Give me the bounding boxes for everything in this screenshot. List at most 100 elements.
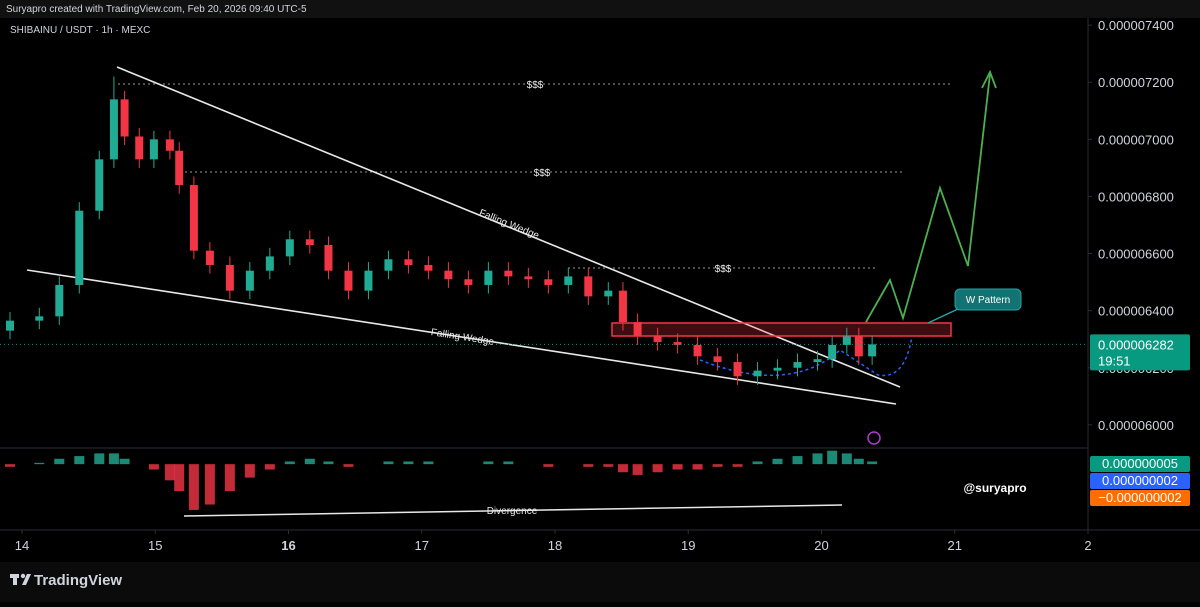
macd-bar [119,458,130,465]
macd-bar [652,464,663,473]
liquidity-label: $$$ [715,264,732,275]
macd-bar [224,464,235,492]
candle-body [854,336,863,357]
last-price-label: 0.000006282 [1098,337,1174,352]
drawings [26,66,1022,517]
candle-body [344,270,353,291]
macd-bar [617,464,628,473]
projection [865,73,991,323]
candle-body [324,244,333,271]
macd-readout: 0.000000002 [1102,473,1178,488]
y-tick-label: 0.000006800 [1098,189,1174,204]
y-tick-label: 0.000007400 [1098,18,1174,33]
candle-body [733,362,742,377]
macd-bar [108,453,119,465]
candle-body [753,370,762,377]
macd-readout: −0.000000002 [1098,490,1182,505]
candle-body [584,276,593,297]
macd-bar [543,464,554,467]
resistance-zone [611,322,952,337]
x-tick-label: 2 [1084,538,1091,553]
candle-body [404,259,413,265]
macd-bar [603,464,614,467]
candle-body [464,279,473,285]
y-tick-label: 0.000006400 [1098,304,1174,319]
macd-bar [4,464,15,467]
x-tick-label: 18 [548,538,562,553]
macd-bar [34,462,45,465]
candle-body [95,159,104,211]
w-pattern-label: W Pattern [966,295,1010,306]
watermark: @suryapro [963,481,1026,495]
macd-bar [54,458,65,465]
macd-bar [812,453,823,465]
last-price-box [1090,334,1190,371]
macd-bar [174,464,185,492]
liquidity-label: $$$ [534,168,551,179]
macd-bar [304,458,315,465]
callout-pointer [927,308,959,324]
macd-bar [827,450,838,465]
candle-body [384,259,393,271]
macd-bar [772,458,783,465]
candle-body [75,210,84,285]
candle-body [618,290,627,323]
candle-body [842,336,851,345]
macd-bar [74,456,85,465]
x-tick-label: 15 [148,538,162,553]
macd-bar [264,464,275,470]
candle-body [265,256,274,271]
candle-body [175,150,184,186]
macd-readout: 0.000000005 [1102,456,1178,471]
candle-body [828,344,837,360]
x-tick-label: 19 [681,538,695,553]
macd-bar [483,461,494,465]
symbol-title: SHIBAINU / USDT · 1h · MEXC [10,25,150,36]
candle-body [149,139,158,160]
macd-bar [403,461,414,465]
w-pattern-path [699,335,913,377]
candle-body [653,336,662,343]
candle-body [189,185,198,251]
candle-body [120,99,129,137]
wedge-lower [26,269,897,405]
header: Suryapro created with TradingView.com, F… [6,4,307,15]
macd-bar [672,464,683,470]
macd-bar [188,464,199,510]
candle-body [364,270,373,291]
y-tick-label: 0.000007200 [1098,75,1174,90]
candle-body [109,99,118,160]
y-tick-label: 0.000006600 [1098,247,1174,262]
tv-logo [10,573,31,585]
divergence-label: Divergence [487,506,538,517]
macd-bar [853,458,864,465]
macd-bar [712,464,723,467]
candle-body [285,239,294,257]
candle-body [165,139,174,151]
macd-bar [343,464,354,467]
macd-bar [752,461,763,465]
liquidity-label: $$$ [527,80,544,91]
divergence-line [183,504,843,517]
candle-body [693,344,702,357]
candle-body [225,264,234,291]
macd-readout-box [1090,490,1190,506]
brand: TradingView [34,572,122,589]
candle-body [633,322,642,337]
wedge-upper [116,66,901,388]
macd-bar [692,464,703,470]
macd-bar [323,461,334,465]
macd-bar [732,464,743,467]
footer-bar [0,562,1200,602]
candle-body [55,284,64,317]
x-tick-label: 17 [415,538,429,553]
candle-body [673,342,682,345]
macd-bar [792,456,803,465]
macd-bar [164,464,175,481]
y-tick-label: 0.000006000 [1098,418,1174,433]
candle-body [713,356,722,363]
macd-bar [204,464,215,505]
candle-body [524,276,533,280]
macd-bar [503,461,514,465]
